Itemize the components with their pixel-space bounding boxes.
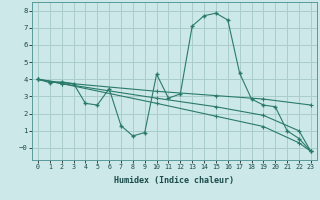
X-axis label: Humidex (Indice chaleur): Humidex (Indice chaleur) bbox=[115, 176, 234, 185]
